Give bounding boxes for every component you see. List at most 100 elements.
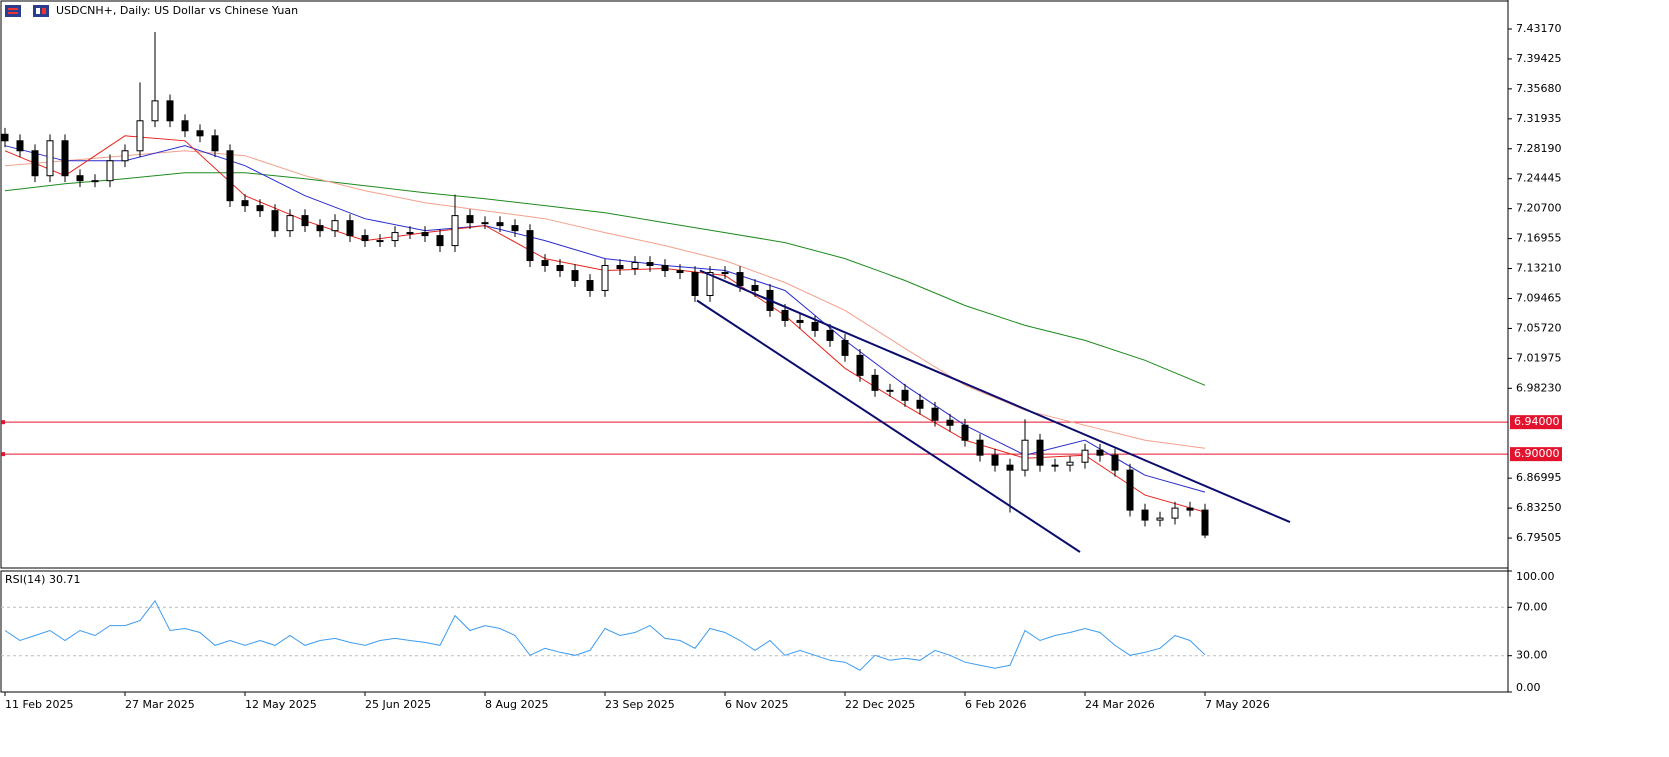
candle-body xyxy=(1141,509,1149,521)
candle-body xyxy=(181,120,189,132)
level-label: 6.94000 xyxy=(1514,415,1560,428)
candle-body xyxy=(91,180,99,183)
candle-body xyxy=(781,309,789,321)
moving-average xyxy=(4,150,1206,449)
candle-body xyxy=(451,215,459,247)
candle-body xyxy=(31,150,39,177)
candle-body xyxy=(631,262,639,270)
candle-body xyxy=(1186,507,1194,511)
candle-body xyxy=(256,205,264,212)
chart-title: USDCNH+, Daily: US Dollar vs Chinese Yua… xyxy=(56,4,298,17)
level-label-box xyxy=(1510,447,1562,462)
candle-body xyxy=(811,321,819,331)
candle-body xyxy=(1006,464,1014,471)
rsi-tick-label: 70.00 xyxy=(1516,600,1548,613)
rsi-pane xyxy=(0,570,1509,693)
candle-body xyxy=(556,265,564,272)
candle-body xyxy=(601,265,609,291)
candle-body xyxy=(1171,507,1179,519)
rsi-title: RSI(14) 30.71 xyxy=(5,573,80,586)
candle-body xyxy=(286,215,294,232)
rsi-tick-label: 0.00 xyxy=(1516,681,1541,694)
candle-body xyxy=(196,130,204,137)
candle-body xyxy=(61,140,69,177)
candle-body xyxy=(1156,517,1164,521)
candle-body xyxy=(136,120,144,152)
candle-body xyxy=(361,235,369,242)
y-tick-label: 7.05720 xyxy=(1516,321,1562,334)
candle-body xyxy=(616,265,624,270)
candle-body xyxy=(706,272,714,296)
trendline xyxy=(699,269,1291,524)
rsi-tick-label: 100.00 xyxy=(1516,570,1555,583)
y-tick-label: 7.28190 xyxy=(1516,142,1562,155)
level-label-box xyxy=(1510,415,1562,430)
candle-body xyxy=(271,210,279,232)
candle-body xyxy=(241,200,249,207)
x-tick-label: 25 Jun 2025 xyxy=(365,698,431,711)
candle-body xyxy=(976,439,984,456)
candle-body xyxy=(646,262,654,267)
candle-body xyxy=(121,150,129,162)
candle-body xyxy=(526,230,534,262)
candle-body xyxy=(331,220,339,232)
candle-body xyxy=(436,235,444,247)
candle-body xyxy=(871,374,879,391)
candle-body xyxy=(496,222,504,227)
candle-body xyxy=(691,272,699,296)
candle-body xyxy=(421,232,429,237)
candle-body xyxy=(916,399,924,409)
candle-body xyxy=(541,260,549,267)
candle-body xyxy=(406,232,414,235)
y-tick-label: 6.83250 xyxy=(1516,501,1562,514)
candle-body xyxy=(1051,464,1059,467)
candle-body xyxy=(796,319,804,323)
y-tick-label: 7.13210 xyxy=(1516,262,1562,275)
candle-body xyxy=(166,100,174,122)
candle-body xyxy=(1036,439,1044,466)
level-label: 6.90000 xyxy=(1514,447,1560,460)
x-tick-label: 24 Mar 2026 xyxy=(1085,698,1155,711)
candle-body xyxy=(211,135,219,152)
x-tick-label: 11 Feb 2025 xyxy=(5,698,73,711)
candle-body xyxy=(16,140,24,152)
x-tick-label: 6 Feb 2026 xyxy=(965,698,1026,711)
x-tick-label: 12 May 2025 xyxy=(245,698,317,711)
candle-body xyxy=(586,280,594,291)
x-tick-label: 7 May 2026 xyxy=(1205,698,1270,711)
moving-average xyxy=(4,145,1206,493)
candle-body xyxy=(991,454,999,466)
y-tick-label: 7.16955 xyxy=(1516,232,1562,245)
symbol-icons xyxy=(5,5,49,17)
candle-body xyxy=(571,270,579,282)
candle-body xyxy=(391,232,399,242)
candle-body xyxy=(661,265,669,272)
candle-body xyxy=(481,222,489,225)
y-tick-label: 7.39425 xyxy=(1516,52,1562,65)
candle-body xyxy=(901,389,909,401)
x-tick-label: 6 Nov 2025 xyxy=(725,698,788,711)
trendline xyxy=(696,299,1081,553)
y-tick-label: 7.35680 xyxy=(1516,82,1562,95)
x-tick-label: 23 Sep 2025 xyxy=(605,698,675,711)
candle-body xyxy=(826,329,834,341)
x-tick-label: 27 Mar 2025 xyxy=(125,698,195,711)
candle-body xyxy=(301,215,309,227)
candle-body xyxy=(1111,454,1119,471)
candle-body xyxy=(151,100,159,122)
candle-body xyxy=(346,220,354,237)
candle-body xyxy=(46,140,54,177)
y-tick-label: 7.31935 xyxy=(1516,112,1562,125)
rsi-line xyxy=(4,599,1206,671)
candle-body xyxy=(1066,461,1074,466)
level-marker xyxy=(1,452,5,457)
y-tick-label: 7.43170 xyxy=(1516,22,1562,35)
candle-body xyxy=(841,339,849,356)
moving-average xyxy=(4,172,1206,386)
level-marker xyxy=(1,420,5,425)
candle-body xyxy=(676,270,684,274)
y-tick-label: 6.98230 xyxy=(1516,381,1562,394)
candle-body xyxy=(931,407,939,421)
y-tick-label: 7.20700 xyxy=(1516,202,1562,215)
